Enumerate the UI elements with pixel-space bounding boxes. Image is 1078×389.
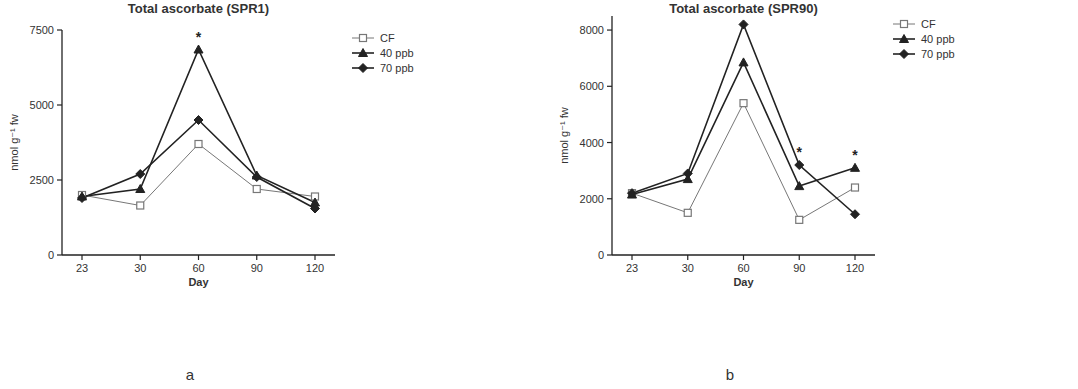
y-tick (607, 198, 612, 199)
legend-label: 70 ppb (921, 48, 955, 60)
plot-area (78, 45, 320, 213)
x-tick-label: 23 (626, 262, 638, 274)
marker (311, 204, 320, 213)
x-tick (314, 255, 315, 260)
y-tick-label: 8000 (580, 24, 604, 36)
y-tick-label: 6000 (580, 80, 604, 92)
marker (629, 190, 636, 197)
legend-label: 70 ppb (380, 62, 414, 74)
plot-area (628, 20, 860, 223)
y-tick (57, 179, 62, 180)
y-tick-label: 2500 (30, 174, 54, 186)
y-tick (607, 29, 612, 30)
panel-label: b (726, 366, 734, 383)
marker (901, 21, 908, 28)
marker (851, 210, 860, 219)
x-tick-label: 30 (134, 262, 146, 274)
x-tick (743, 255, 744, 260)
y-tick (607, 86, 612, 87)
x-tick-label: 60 (737, 262, 749, 274)
marker (253, 186, 260, 193)
marker (136, 185, 145, 193)
x-axis-label: Day (188, 276, 209, 288)
marker (684, 209, 691, 216)
y-tick-label: 0 (48, 249, 54, 261)
annotation: * (852, 147, 858, 163)
x-tick-label: 23 (76, 262, 88, 274)
y-axis-label: nmol g⁻¹ fw (558, 107, 570, 164)
marker (796, 216, 803, 223)
series-line (82, 144, 315, 206)
legend-label: CF (921, 18, 936, 30)
y-tick (607, 142, 612, 143)
marker (739, 20, 748, 29)
legend-label: 40 ppb (921, 33, 955, 45)
marker (252, 173, 261, 182)
y-tick (607, 254, 612, 255)
marker (851, 163, 860, 171)
y-axis (611, 16, 612, 255)
marker (195, 141, 202, 148)
x-tick (81, 255, 82, 260)
series-line (82, 120, 315, 209)
y-tick-label: 5000 (30, 99, 54, 111)
x-tick (854, 255, 855, 260)
marker (360, 35, 367, 42)
x-tick-label: 120 (846, 262, 864, 274)
y-tick-label: 2000 (580, 193, 604, 205)
marker (683, 169, 692, 178)
y-tick (57, 254, 62, 255)
legend: CF 40 ppb 70 ppb (352, 32, 414, 74)
marker (194, 45, 203, 53)
chart: Total ascorbate (SPR90) 0 2000 4000 6000 8000… (558, 1, 955, 383)
x-tick (687, 255, 688, 260)
legend-label: CF (380, 32, 395, 44)
series-line (632, 103, 855, 220)
x-tick-label: 90 (793, 262, 805, 274)
marker (739, 58, 748, 66)
marker (136, 170, 145, 179)
marker (795, 182, 804, 190)
series-line (632, 24, 855, 214)
marker (194, 116, 203, 125)
marker (628, 189, 637, 198)
x-tick-label: 30 (682, 262, 694, 274)
title: Total ascorbate (SPR90) (669, 1, 818, 16)
legend: CF 40 ppb 70 ppb (893, 18, 955, 60)
marker (137, 202, 144, 209)
marker (900, 35, 909, 43)
y-tick-label: 0 (598, 249, 604, 261)
x-tick-label: 60 (192, 262, 204, 274)
series-line (82, 50, 315, 203)
y-axis (61, 30, 62, 255)
x-tick-label: 90 (251, 262, 263, 274)
y-tick (57, 104, 62, 105)
x-tick (799, 255, 800, 260)
marker (795, 161, 804, 170)
title: Total ascorbate (SPR1) (128, 1, 269, 16)
x-tick (140, 255, 141, 260)
x-tick (198, 255, 199, 260)
marker (359, 64, 368, 73)
annotation: * (797, 144, 803, 160)
annotation: * (196, 29, 202, 45)
chart: Total ascorbate (SPR1) 0 2500 5000 7500 23 30 6… (8, 1, 414, 383)
panel-label: a (186, 366, 195, 383)
series-line (632, 62, 855, 194)
marker (852, 184, 859, 191)
legend-label: 40 ppb (380, 47, 414, 59)
x-axis-label: Day (733, 276, 754, 288)
marker (740, 100, 747, 107)
x-tick (631, 255, 632, 260)
y-tick-label: 7500 (30, 24, 54, 36)
marker (78, 194, 87, 203)
figure: Total ascorbate (SPR1) 0 2500 5000 7500 23 30 6… (0, 0, 1078, 389)
marker (900, 50, 909, 59)
x-tick (256, 255, 257, 260)
y-tick-label: 4000 (580, 137, 604, 149)
y-tick (57, 29, 62, 30)
y-axis-label: nmol g⁻¹ fw (8, 114, 20, 171)
marker (359, 49, 368, 57)
x-tick-label: 120 (306, 262, 324, 274)
